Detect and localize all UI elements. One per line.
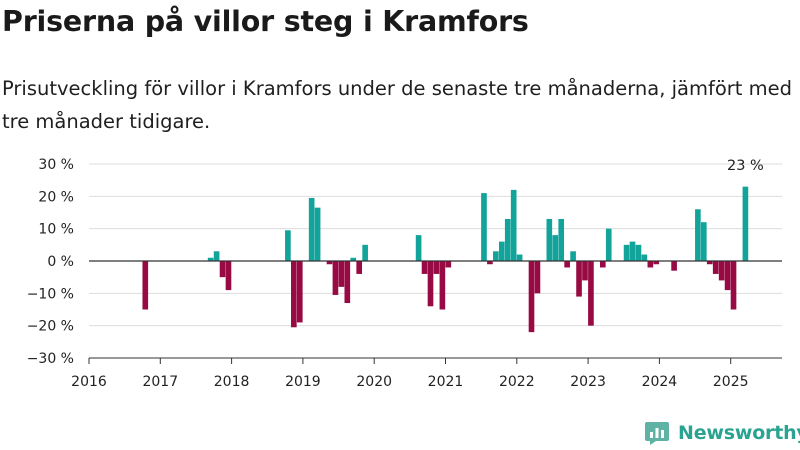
chart-title: Priserna på villor steg i Kramfors bbox=[2, 5, 529, 38]
y-tick-label: 30 % bbox=[38, 157, 74, 173]
bar bbox=[724, 261, 731, 291]
bar bbox=[415, 235, 422, 261]
chart-subtitle: Prisutveckling för villor i Kramfors und… bbox=[2, 77, 792, 133]
bar bbox=[742, 186, 749, 261]
x-tick-label: 2019 bbox=[285, 374, 321, 390]
bar bbox=[635, 244, 642, 261]
bar bbox=[534, 261, 541, 294]
bar bbox=[695, 209, 701, 261]
newsworthy-logo-icon bbox=[645, 422, 669, 445]
bar bbox=[314, 207, 321, 261]
newsworthy-logo-text: Newsworthy bbox=[678, 422, 800, 444]
bar bbox=[439, 261, 446, 310]
x-tick-label: 2016 bbox=[71, 374, 107, 390]
x-tick-label: 2018 bbox=[214, 374, 250, 390]
y-tick-label: 20 % bbox=[38, 189, 74, 205]
y-tick-label: −20 % bbox=[27, 319, 74, 335]
y-tick-label: −30 % bbox=[27, 351, 74, 367]
x-tick-label: 2023 bbox=[570, 374, 606, 390]
bar bbox=[706, 261, 713, 265]
bar bbox=[564, 261, 570, 268]
bar bbox=[498, 241, 505, 261]
x-tick-label: 2020 bbox=[356, 374, 392, 390]
bar bbox=[344, 261, 351, 304]
bar bbox=[332, 261, 339, 295]
bar bbox=[653, 261, 660, 265]
bar bbox=[629, 241, 636, 261]
bar bbox=[576, 261, 582, 297]
bar bbox=[582, 261, 588, 281]
bar bbox=[421, 261, 428, 274]
bar bbox=[641, 254, 648, 261]
y-tick-label: 10 % bbox=[38, 222, 74, 238]
bar bbox=[213, 251, 220, 261]
bar bbox=[552, 235, 559, 261]
bar bbox=[445, 261, 452, 268]
bar bbox=[700, 222, 707, 261]
bar bbox=[570, 251, 576, 261]
bar bbox=[225, 261, 232, 291]
bar bbox=[296, 261, 303, 323]
x-tick-label: 2021 bbox=[428, 374, 464, 390]
axes bbox=[88, 260, 782, 364]
bar bbox=[285, 230, 291, 261]
bar bbox=[588, 261, 594, 326]
x-tick-label: 2017 bbox=[142, 374, 178, 390]
bar bbox=[510, 189, 517, 261]
bar bbox=[718, 261, 725, 281]
bar bbox=[712, 261, 719, 274]
y-tick-label: 0 % bbox=[47, 254, 74, 270]
tick-labels: 30 % 20 % 10 % 0 % −10 % −20 % −30 % 2016 2017 20… bbox=[27, 157, 764, 390]
bar bbox=[546, 218, 553, 261]
bar bbox=[504, 218, 511, 261]
bar bbox=[730, 261, 737, 310]
bar bbox=[528, 261, 535, 333]
bar bbox=[427, 261, 434, 307]
bar bbox=[326, 261, 333, 265]
bar bbox=[219, 261, 226, 278]
bar bbox=[605, 228, 612, 261]
bars bbox=[142, 186, 749, 333]
x-tick-label: 2022 bbox=[499, 374, 535, 390]
bar bbox=[308, 197, 315, 261]
bar bbox=[487, 261, 493, 265]
bar bbox=[671, 261, 677, 271]
bar bbox=[362, 244, 368, 261]
bar bbox=[338, 261, 345, 287]
bar bbox=[142, 261, 149, 310]
bar bbox=[493, 251, 499, 261]
bar bbox=[356, 261, 363, 274]
bar bbox=[623, 244, 630, 261]
bar bbox=[433, 261, 440, 274]
y-tick-label: −10 % bbox=[27, 286, 74, 302]
bar bbox=[599, 261, 606, 268]
newsworthy-logo: Newsworthy bbox=[644, 420, 800, 446]
bar bbox=[481, 193, 487, 261]
bar bbox=[647, 261, 654, 268]
x-tick-label: 2024 bbox=[642, 374, 678, 390]
bar bbox=[291, 261, 297, 328]
last-value-label: 23 % bbox=[727, 158, 764, 174]
bar bbox=[350, 257, 357, 261]
bar bbox=[558, 218, 565, 261]
bar bbox=[207, 257, 214, 261]
x-tick-label: 2025 bbox=[713, 374, 749, 390]
bar bbox=[516, 254, 523, 261]
